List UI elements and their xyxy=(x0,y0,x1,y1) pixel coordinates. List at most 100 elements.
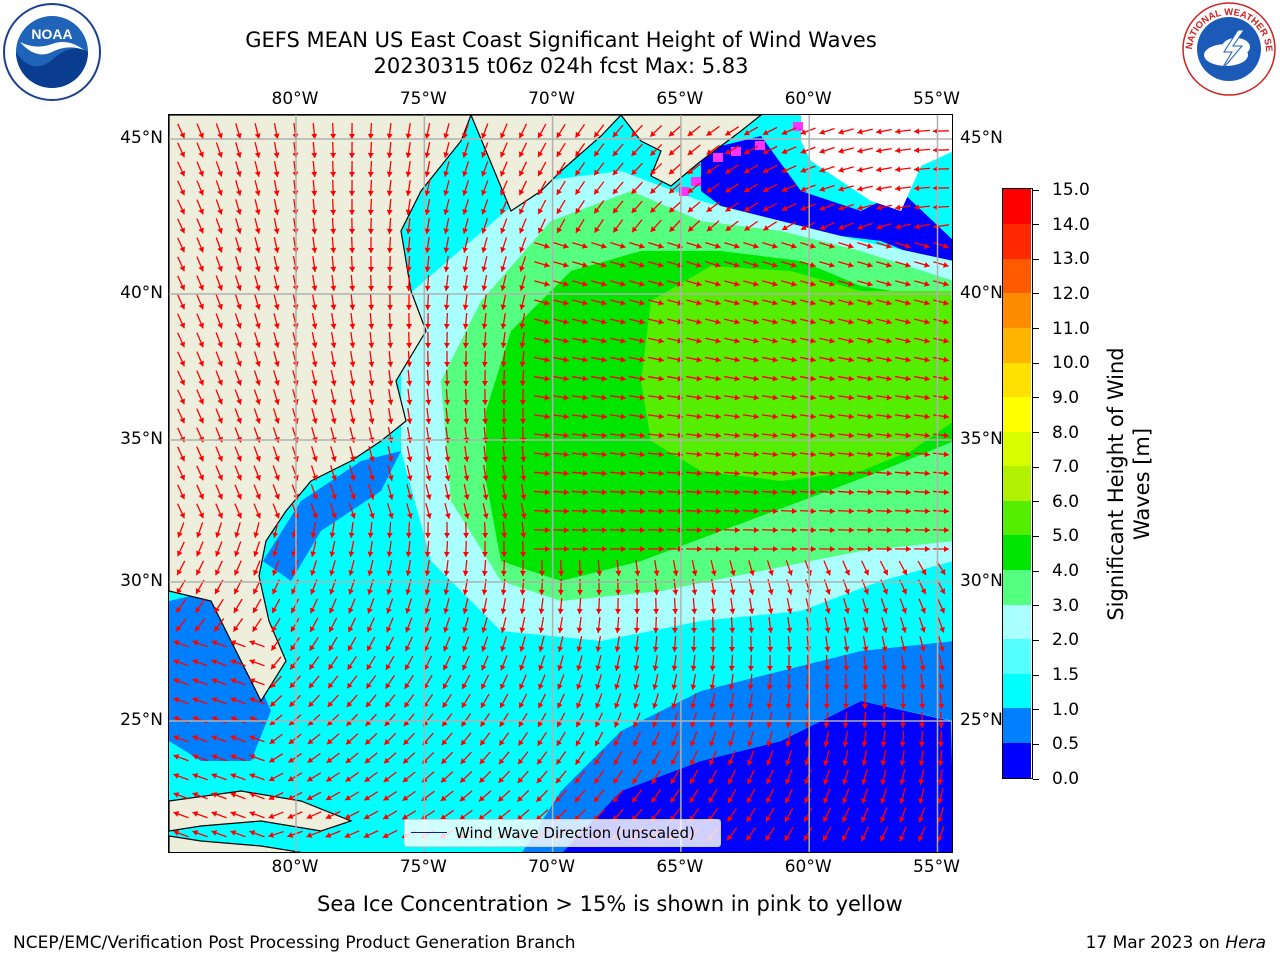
wave-arrow-head xyxy=(838,147,844,154)
wave-arrow-head xyxy=(576,627,583,633)
wave-arrow-head xyxy=(772,451,778,458)
lat-label-right: 40°N xyxy=(960,283,1003,303)
wave-arrow-head xyxy=(290,644,296,651)
wave-arrow-head xyxy=(748,608,755,614)
wave-arrow-head xyxy=(689,796,695,803)
wave-arrow-head xyxy=(563,261,569,268)
wave-arrow-head xyxy=(744,225,751,231)
wave-arrow-head xyxy=(557,589,564,595)
wave-arrow-head xyxy=(920,607,926,614)
wave-arrow-head xyxy=(690,646,697,652)
wave-arrow-head xyxy=(556,208,563,214)
wave-arrow-head xyxy=(733,243,740,249)
wave-arrow-head xyxy=(519,627,526,633)
wave-arrow-head xyxy=(863,569,869,576)
wave-arrow-head xyxy=(924,394,930,401)
wave-arrow-head xyxy=(762,129,769,136)
wave-arrow-head xyxy=(538,227,544,234)
colorbar-tick-label: 3.0 xyxy=(1052,595,1080,616)
wave-arrow-head xyxy=(848,489,854,496)
wave-arrow-head xyxy=(198,474,204,481)
wave-arrow-head xyxy=(424,551,431,557)
wave-arrow-head xyxy=(236,303,242,310)
wave-arrow-head xyxy=(211,678,218,684)
wave-arrow-head xyxy=(330,266,337,272)
wave-arrow-head xyxy=(519,608,526,614)
wave-arrow-head xyxy=(329,607,335,614)
wave-arrow-head xyxy=(269,738,276,744)
wave-arrow-head xyxy=(613,796,619,803)
wave-arrow-head xyxy=(876,166,882,173)
wave-arrow-head xyxy=(329,551,336,557)
wave-arrow-head xyxy=(671,646,678,652)
wave-arrow-head xyxy=(727,834,733,841)
wave-arrow-head xyxy=(195,569,202,576)
wave-arrow-head xyxy=(311,133,318,139)
wave-arrow-head xyxy=(518,151,525,158)
wave-arrow-head xyxy=(255,455,261,462)
wave-arrow-head xyxy=(462,664,468,671)
colorbar-tick-label: 14.0 xyxy=(1052,214,1090,235)
wave-arrow-head xyxy=(217,284,223,291)
wave-arrow-head xyxy=(803,835,810,841)
wave-arrow-head xyxy=(349,475,356,481)
sea-ice-note: Sea Ice Concentration > 15% is shown in … xyxy=(317,892,903,916)
colorbar xyxy=(1002,188,1033,779)
wave-arrow-head xyxy=(734,261,740,268)
wave-arrow-head xyxy=(288,775,294,782)
wave-arrow-head xyxy=(582,375,588,382)
lon-label-top: 75°W xyxy=(399,89,447,109)
wave-arrow-head xyxy=(253,532,260,538)
wave-arrow-head xyxy=(386,532,393,538)
colorbar-segment xyxy=(1003,223,1031,259)
wave-arrow-head xyxy=(895,128,901,135)
colorbar-segment xyxy=(1003,500,1031,536)
wave-arrow-head xyxy=(639,299,645,306)
wave-arrow-head xyxy=(800,205,807,211)
wave-arrow-head xyxy=(425,513,432,519)
wave-arrow-head xyxy=(385,682,391,689)
wave-arrow-head xyxy=(594,150,600,157)
wave-arrow-head xyxy=(198,170,204,177)
wave-arrow-head xyxy=(519,323,526,329)
wave-arrow-head xyxy=(176,569,183,576)
wave-arrow-head xyxy=(254,247,261,253)
wave-arrow-head xyxy=(863,607,869,614)
wave-arrow-head xyxy=(804,797,810,804)
colorbar-segment xyxy=(1003,327,1031,363)
wave-arrow-head xyxy=(537,132,544,139)
wave-arrow-head xyxy=(198,322,204,329)
wave-arrow-head xyxy=(211,735,218,741)
wave-arrow-head xyxy=(501,513,508,519)
wave-arrow-head xyxy=(762,167,769,174)
wave-arrow-head xyxy=(709,740,715,747)
wave-arrow-head xyxy=(582,451,588,458)
wave-arrow-head xyxy=(348,209,355,215)
wave-arrow-head xyxy=(217,341,223,348)
wave-arrow-head xyxy=(236,265,242,272)
wave-arrow-head xyxy=(862,627,869,633)
wave-arrow-head xyxy=(744,148,750,155)
wave-arrow-head xyxy=(233,588,240,595)
wave-arrow-head xyxy=(517,777,524,783)
wave-arrow-head xyxy=(481,151,487,158)
wave-arrow-head xyxy=(753,527,759,534)
wave-arrow-head xyxy=(249,697,256,703)
wave-arrow-head xyxy=(330,323,337,329)
wave-arrow-head xyxy=(309,663,315,670)
wave-arrow-head xyxy=(582,489,588,496)
wave-arrow-head xyxy=(650,130,656,137)
wave-arrow-head xyxy=(198,246,204,253)
wave-arrow-head xyxy=(538,608,545,614)
wave-arrow-head xyxy=(176,587,182,594)
wave-arrow-head xyxy=(918,779,925,785)
wave-arrow-head xyxy=(179,132,185,139)
wave-arrow-head xyxy=(881,703,888,709)
wave-arrow-head xyxy=(918,741,925,747)
wave-arrow-head xyxy=(460,739,467,746)
wave-arrow-head xyxy=(481,304,488,310)
wave-arrow-head xyxy=(274,474,280,481)
wave-arrow-head xyxy=(658,489,664,496)
wave-arrow-head xyxy=(249,716,256,722)
wave-arrow-head xyxy=(886,432,892,439)
